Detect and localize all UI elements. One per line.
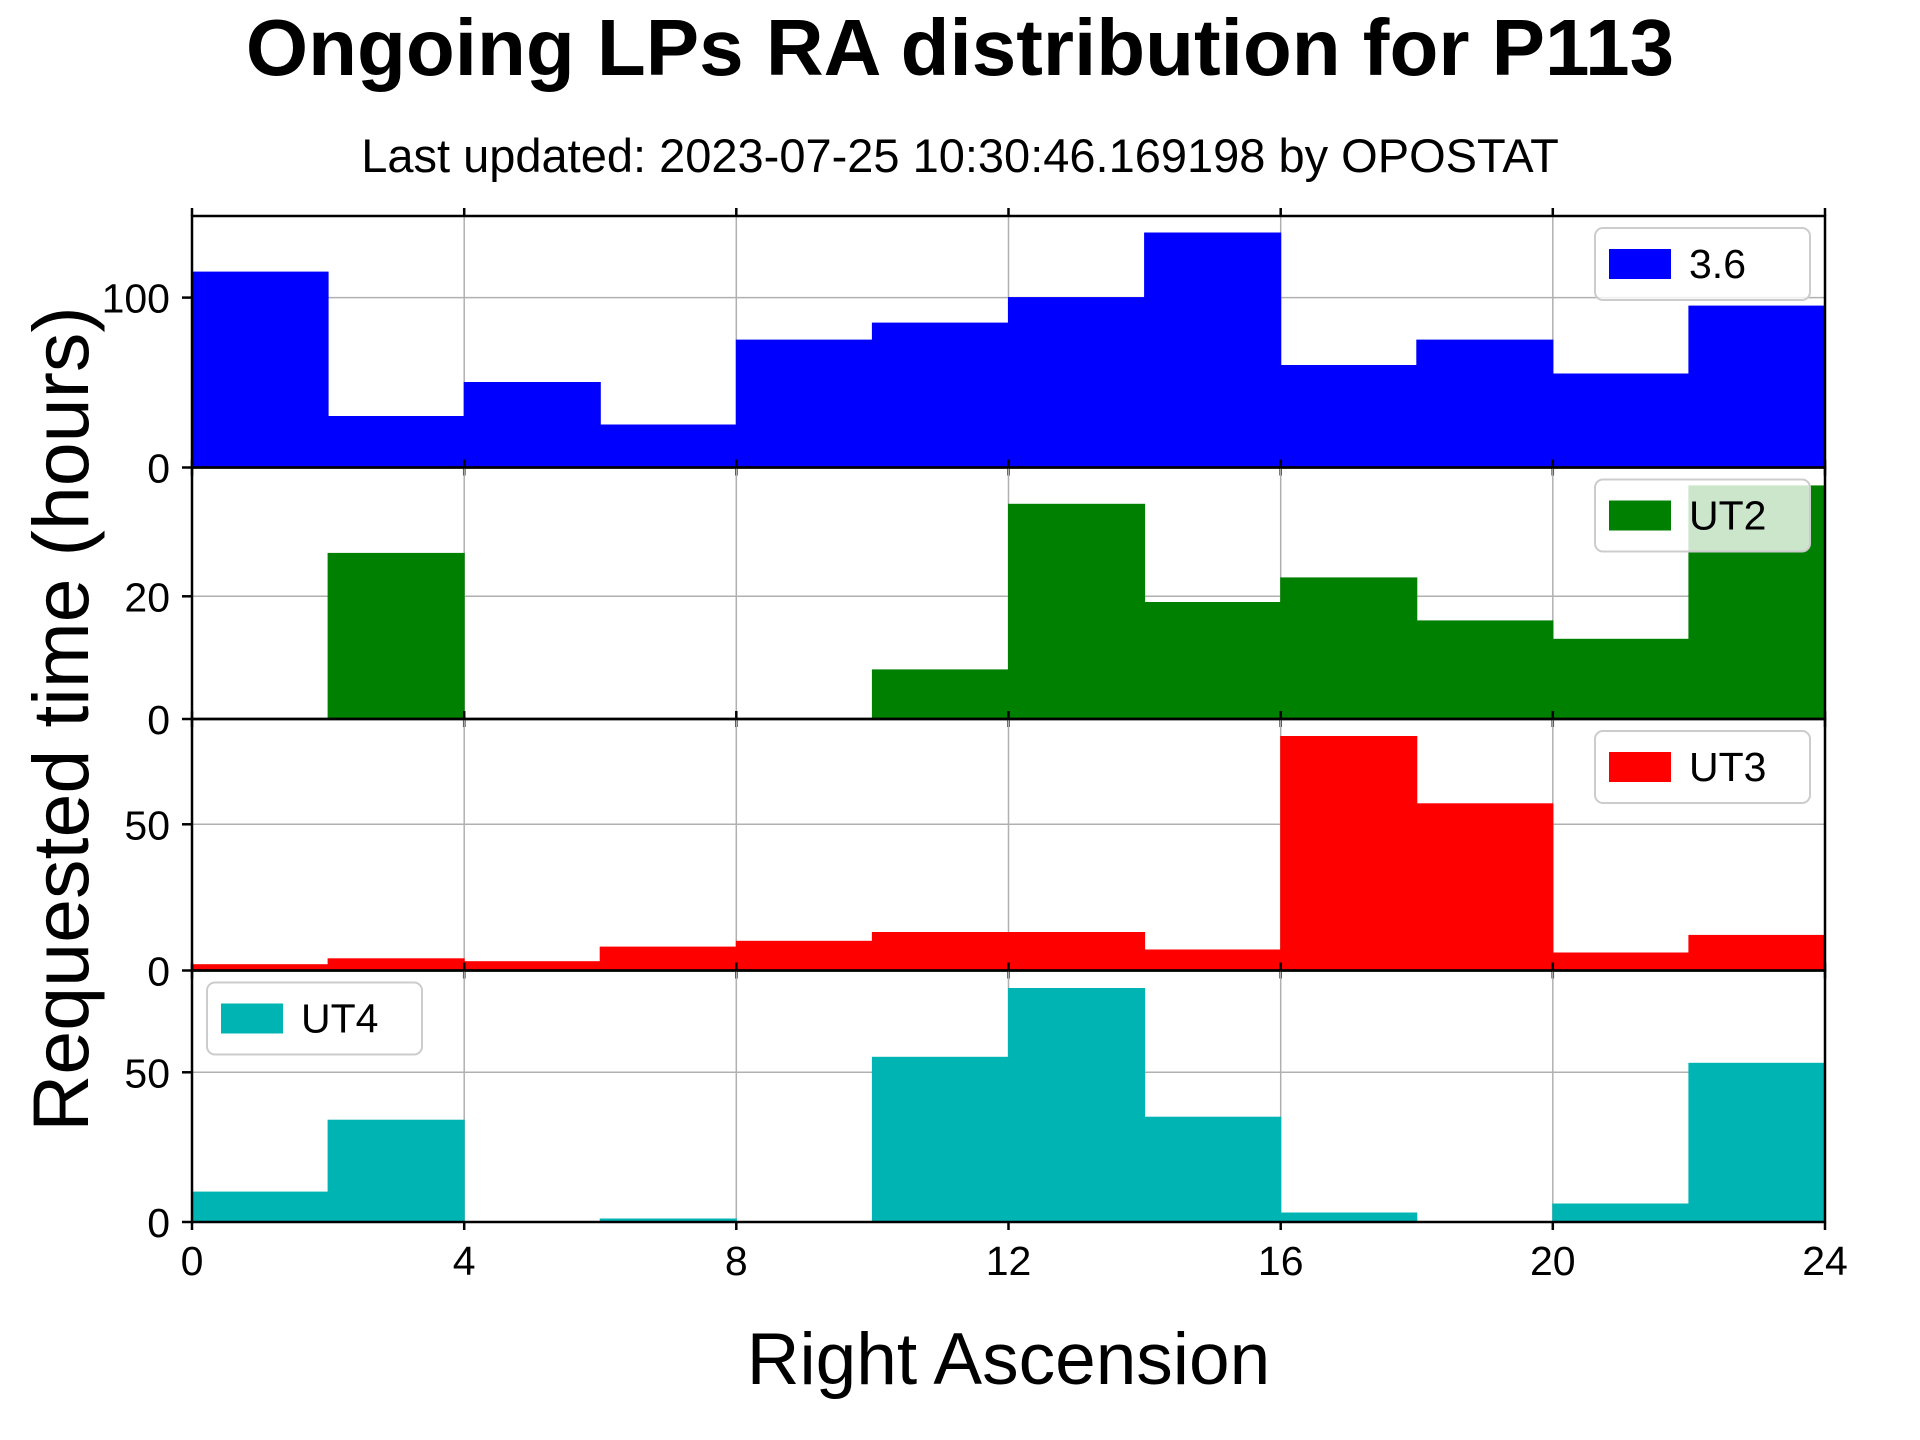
svg-text:100: 100 — [102, 276, 170, 322]
svg-text:16: 16 — [1258, 1238, 1304, 1284]
svg-text:20: 20 — [124, 574, 170, 620]
svg-text:0: 0 — [147, 1200, 170, 1246]
svg-text:24: 24 — [1802, 1238, 1848, 1284]
svg-text:0: 0 — [147, 697, 170, 743]
svg-text:0: 0 — [147, 446, 170, 492]
svg-text:3.6: 3.6 — [1689, 241, 1746, 287]
svg-text:20: 20 — [1530, 1238, 1576, 1284]
svg-text:50: 50 — [124, 802, 170, 848]
svg-text:4: 4 — [453, 1238, 476, 1284]
svg-text:12: 12 — [986, 1238, 1032, 1284]
svg-text:0: 0 — [181, 1238, 204, 1284]
svg-text:UT2: UT2 — [1689, 493, 1766, 539]
svg-text:0: 0 — [147, 949, 170, 995]
svg-text:8: 8 — [725, 1238, 748, 1284]
svg-text:UT3: UT3 — [1689, 744, 1766, 790]
svg-text:UT4: UT4 — [301, 996, 378, 1042]
svg-text:50: 50 — [124, 1050, 170, 1096]
